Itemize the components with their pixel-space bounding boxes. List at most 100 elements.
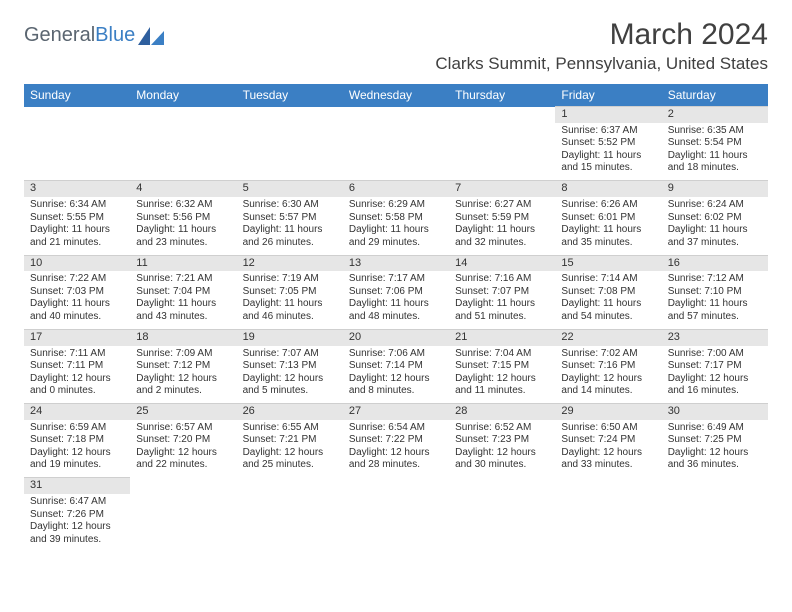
- sunset-text: Sunset: 7:06 PM: [349, 286, 443, 299]
- daynum-row: 31: [24, 478, 768, 494]
- day-number-cell: [237, 478, 343, 494]
- sunrise-text: Sunrise: 6:37 AM: [561, 125, 655, 138]
- day-number-cell: [237, 107, 343, 123]
- sunset-text: Sunset: 5:55 PM: [30, 212, 124, 225]
- sunset-text: Sunset: 7:20 PM: [136, 434, 230, 447]
- sunset-text: Sunset: 7:23 PM: [455, 434, 549, 447]
- sunrise-text: Sunrise: 7:19 AM: [243, 273, 337, 286]
- sunrise-text: Sunrise: 6:50 AM: [561, 422, 655, 435]
- day-detail-cell: Sunrise: 7:09 AMSunset: 7:12 PMDaylight:…: [130, 346, 236, 404]
- sunrise-text: Sunrise: 7:17 AM: [349, 273, 443, 286]
- day-detail-cell: [449, 494, 555, 552]
- daynum-row: 12: [24, 107, 768, 123]
- daylight-text: Daylight: 11 hours and 29 minutes.: [349, 224, 443, 249]
- daylight-text: Daylight: 11 hours and 35 minutes.: [561, 224, 655, 249]
- day-detail-cell: Sunrise: 6:34 AMSunset: 5:55 PMDaylight:…: [24, 197, 130, 255]
- sunset-text: Sunset: 7:12 PM: [136, 360, 230, 373]
- daylight-text: Daylight: 11 hours and 46 minutes.: [243, 298, 337, 323]
- location-subtitle: Clarks Summit, Pennsylvania, United Stat…: [24, 54, 768, 74]
- day-detail-cell: [343, 494, 449, 552]
- sunset-text: Sunset: 5:58 PM: [349, 212, 443, 225]
- logo-sail-icon: [138, 27, 164, 45]
- day-header: Monday: [130, 84, 236, 107]
- day-number-cell: 26: [237, 404, 343, 420]
- day-detail-cell: Sunrise: 6:59 AMSunset: 7:18 PMDaylight:…: [24, 420, 130, 478]
- sunset-text: Sunset: 5:56 PM: [136, 212, 230, 225]
- sunrise-text: Sunrise: 7:16 AM: [455, 273, 549, 286]
- day-number-cell: 6: [343, 181, 449, 197]
- day-detail-cell: [130, 123, 236, 181]
- day-detail-cell: Sunrise: 7:07 AMSunset: 7:13 PMDaylight:…: [237, 346, 343, 404]
- detail-row: Sunrise: 6:47 AMSunset: 7:26 PMDaylight:…: [24, 494, 768, 552]
- day-detail-cell: Sunrise: 6:32 AMSunset: 5:56 PMDaylight:…: [130, 197, 236, 255]
- sunrise-text: Sunrise: 6:34 AM: [30, 199, 124, 212]
- daylight-text: Daylight: 12 hours and 5 minutes.: [243, 373, 337, 398]
- day-detail-cell: Sunrise: 7:22 AMSunset: 7:03 PMDaylight:…: [24, 271, 130, 329]
- sunset-text: Sunset: 7:24 PM: [561, 434, 655, 447]
- logo-text-1: General: [24, 24, 95, 47]
- sunrise-text: Sunrise: 6:35 AM: [668, 125, 762, 138]
- sunset-text: Sunset: 7:22 PM: [349, 434, 443, 447]
- sunset-text: Sunset: 5:54 PM: [668, 137, 762, 150]
- day-number-cell: 23: [662, 329, 768, 345]
- daylight-text: Daylight: 11 hours and 40 minutes.: [30, 298, 124, 323]
- day-number-cell: 11: [130, 255, 236, 271]
- detail-row: Sunrise: 7:11 AMSunset: 7:11 PMDaylight:…: [24, 346, 768, 404]
- calendar-head: SundayMondayTuesdayWednesdayThursdayFrid…: [24, 84, 768, 107]
- sunset-text: Sunset: 7:13 PM: [243, 360, 337, 373]
- daylight-text: Daylight: 11 hours and 32 minutes.: [455, 224, 549, 249]
- sunrise-text: Sunrise: 6:32 AM: [136, 199, 230, 212]
- daylight-text: Daylight: 12 hours and 16 minutes.: [668, 373, 762, 398]
- day-number-cell: 15: [555, 255, 661, 271]
- daylight-text: Daylight: 12 hours and 22 minutes.: [136, 447, 230, 472]
- day-detail-cell: Sunrise: 6:50 AMSunset: 7:24 PMDaylight:…: [555, 420, 661, 478]
- daylight-text: Daylight: 11 hours and 48 minutes.: [349, 298, 443, 323]
- daylight-text: Daylight: 11 hours and 43 minutes.: [136, 298, 230, 323]
- daylight-text: Daylight: 11 hours and 51 minutes.: [455, 298, 549, 323]
- day-number-cell: 13: [343, 255, 449, 271]
- sunrise-text: Sunrise: 7:14 AM: [561, 273, 655, 286]
- detail-row: Sunrise: 6:34 AMSunset: 5:55 PM Daylight:…: [24, 197, 768, 255]
- sunrise-text: Sunrise: 7:02 AM: [561, 348, 655, 361]
- daynum-row: 17181920212223: [24, 329, 768, 345]
- daynum-row: 24252627282930: [24, 404, 768, 420]
- day-number-cell: 19: [237, 329, 343, 345]
- calendar-body: 12Sunrise: 6:37 AMSunset: 5:52 PMDayligh…: [24, 107, 768, 553]
- daylight-text: Daylight: 11 hours and 18 minutes.: [668, 150, 762, 175]
- daylight-text: Daylight: 12 hours and 25 minutes.: [243, 447, 337, 472]
- day-detail-cell: Sunrise: 7:17 AMSunset: 7:06 PMDaylight:…: [343, 271, 449, 329]
- sunset-text: Sunset: 7:05 PM: [243, 286, 337, 299]
- day-detail-cell: Sunrise: 6:29 AMSunset: 5:58 PMDaylight:…: [343, 197, 449, 255]
- sunset-text: Sunset: 5:52 PM: [561, 137, 655, 150]
- day-detail-cell: Sunrise: 7:11 AMSunset: 7:11 PMDaylight:…: [24, 346, 130, 404]
- day-detail-cell: Sunrise: 6:26 AMSunset: 6:01 PMDaylight:…: [555, 197, 661, 255]
- sunrise-text: Sunrise: 6:55 AM: [243, 422, 337, 435]
- daylight-text: Daylight: 12 hours and 11 minutes.: [455, 373, 549, 398]
- day-detail-cell: [449, 123, 555, 181]
- daynum-row: 3456789: [24, 181, 768, 197]
- daylight-text: Daylight: 12 hours and 30 minutes.: [455, 447, 549, 472]
- day-detail-cell: [343, 123, 449, 181]
- sunset-text: Sunset: 7:11 PM: [30, 360, 124, 373]
- day-header: Tuesday: [237, 84, 343, 107]
- sunrise-text: Sunrise: 6:47 AM: [30, 496, 124, 509]
- sunrise-text: Sunrise: 7:09 AM: [136, 348, 230, 361]
- day-detail-cell: [662, 494, 768, 552]
- day-number-cell: 31: [24, 478, 130, 494]
- day-number-cell: 17: [24, 329, 130, 345]
- sunrise-text: Sunrise: 6:59 AM: [30, 422, 124, 435]
- detail-row: Sunrise: 6:37 AMSunset: 5:52 PMDaylight:…: [24, 123, 768, 181]
- daylight-text: Daylight: 11 hours and 15 minutes.: [561, 150, 655, 175]
- sunset-text: Sunset: 7:26 PM: [30, 509, 124, 522]
- day-header: Sunday: [24, 84, 130, 107]
- sunset-text: Sunset: 5:59 PM: [455, 212, 549, 225]
- detail-row: Sunrise: 7:22 AMSunset: 7:03 PMDaylight:…: [24, 271, 768, 329]
- day-detail-cell: Sunrise: 7:04 AMSunset: 7:15 PMDaylight:…: [449, 346, 555, 404]
- sunset-text: Sunset: 6:01 PM: [561, 212, 655, 225]
- sunrise-text: Sunrise: 6:49 AM: [668, 422, 762, 435]
- day-number-cell: 16: [662, 255, 768, 271]
- day-number-cell: 18: [130, 329, 236, 345]
- day-number-cell: [343, 478, 449, 494]
- daylight-text: Daylight: 11 hours and 23 minutes.: [136, 224, 230, 249]
- sunset-text: Sunset: 7:16 PM: [561, 360, 655, 373]
